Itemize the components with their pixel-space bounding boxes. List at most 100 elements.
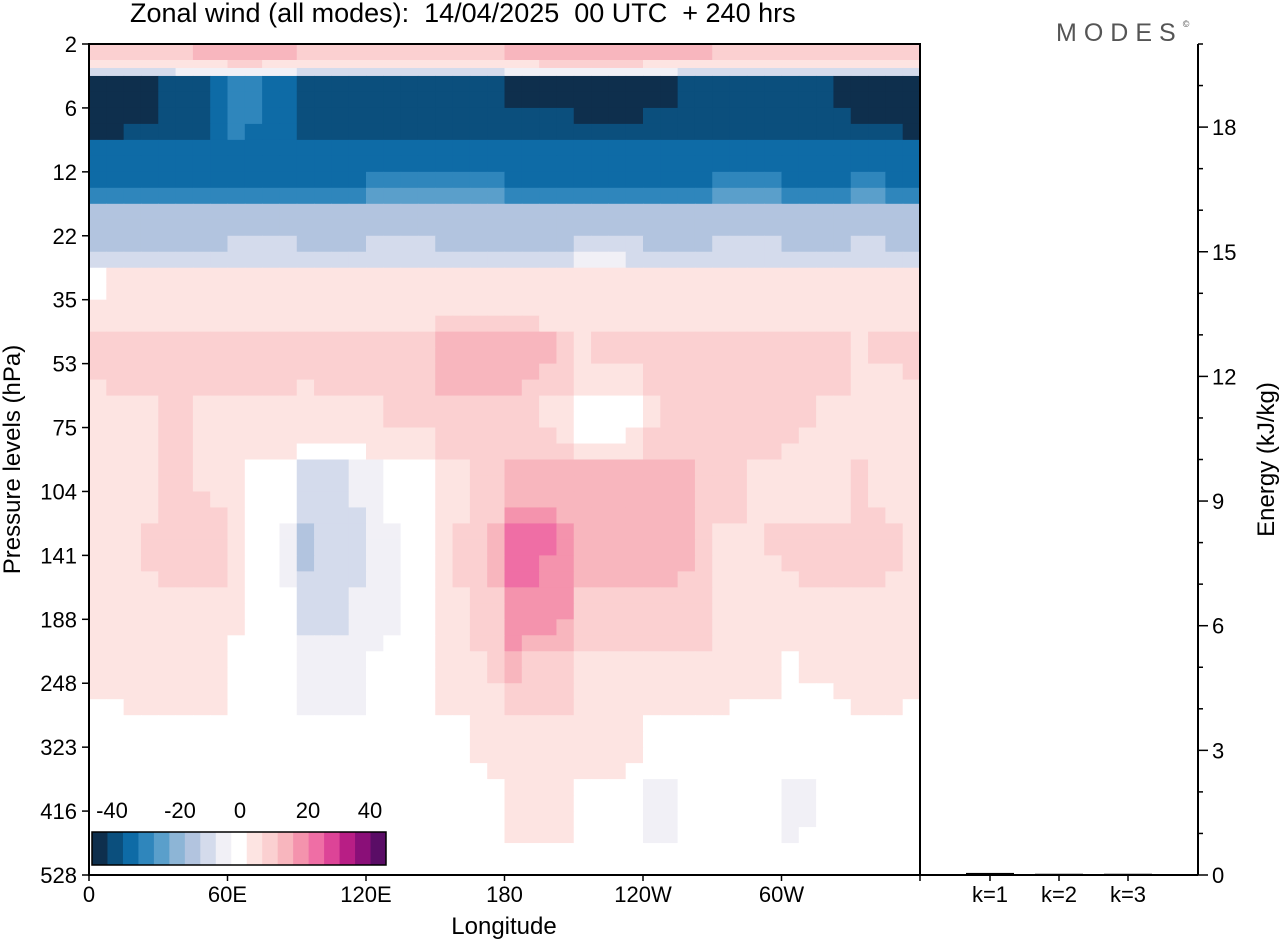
heatmap-cell [833, 731, 852, 748]
heatmap-cell [192, 203, 211, 221]
heatmap-cell [591, 91, 609, 109]
heatmap-cell [348, 747, 367, 764]
heatmap-cell [573, 379, 592, 397]
heatmap-cell [227, 219, 246, 237]
heatmap-cell [89, 283, 107, 301]
heatmap-cell [348, 51, 367, 61]
heatmap-cell [833, 795, 852, 812]
heatmap-cell [764, 667, 783, 684]
heatmap-cell [694, 411, 713, 429]
heatmap-cell [227, 155, 246, 173]
heatmap-cell [140, 283, 159, 301]
heatmap-cell [677, 555, 696, 572]
heatmap-cell [539, 443, 558, 461]
heatmap-cell [798, 651, 817, 668]
heatmap-cell [487, 507, 506, 525]
heatmap-cell [781, 44, 800, 53]
heatmap-cell [487, 427, 506, 445]
heatmap-cell [262, 59, 281, 69]
heatmap-cell [539, 491, 558, 509]
heatmap-cell [89, 731, 107, 748]
heatmap-cell [521, 75, 540, 93]
heatmap-cell [296, 475, 315, 493]
heatmap-cell [175, 867, 194, 876]
heatmap-cell [885, 67, 904, 77]
heatmap-cell [643, 427, 661, 445]
heatmap-cell [885, 363, 904, 381]
heatmap-cell [89, 67, 107, 77]
heatmap-cell [158, 683, 177, 700]
heatmap-cell [591, 667, 609, 684]
heatmap-cell [296, 507, 315, 525]
heatmap-cell [452, 715, 471, 732]
y-tick-label: 104 [40, 479, 77, 504]
heatmap-cell [279, 75, 298, 93]
heatmap-cell [712, 459, 731, 477]
heatmap-cell [764, 475, 783, 493]
heatmap-cell [452, 171, 471, 189]
heatmap-cell [573, 699, 592, 716]
heatmap-cell [729, 539, 748, 556]
heatmap-cell [643, 283, 661, 301]
heatmap-cell [798, 395, 817, 413]
heatmap-cell [816, 763, 835, 780]
heatmap-cell [175, 59, 194, 69]
heatmap-cell [452, 44, 471, 53]
heatmap-cell [833, 251, 852, 269]
heatmap-cell [608, 187, 627, 205]
heatmap-cell [643, 155, 661, 173]
heatmap-cell [833, 603, 852, 620]
heatmap-cell [591, 507, 609, 525]
heatmap-cell [885, 811, 904, 828]
heatmap-cell [746, 107, 765, 125]
heatmap-cell [175, 763, 194, 780]
heatmap-cell [816, 699, 835, 716]
heatmap-cell [539, 315, 558, 333]
heatmap-cell [643, 851, 661, 860]
heatmap-cell [764, 811, 783, 828]
heatmap-cell [729, 763, 748, 780]
heatmap-cell [798, 91, 817, 109]
heatmap-cell [158, 635, 177, 652]
heatmap-cell [383, 851, 402, 860]
heatmap-cell [539, 75, 558, 93]
heatmap-cell [469, 315, 488, 333]
heatmap-cell [539, 859, 558, 868]
heatmap-cell [452, 299, 471, 317]
heatmap-cell [366, 795, 384, 812]
heatmap-cell [885, 395, 904, 413]
heatmap-cell [712, 139, 731, 157]
heatmap-cell [660, 299, 679, 317]
heatmap-cell [140, 867, 159, 876]
heatmap-cell [729, 555, 748, 572]
heatmap-cell [781, 555, 800, 572]
heatmap-cell [885, 187, 904, 205]
heatmap-cell [504, 827, 523, 844]
heatmap-cell [89, 715, 107, 732]
heatmap-cell [591, 315, 609, 333]
heatmap-cell [868, 155, 886, 173]
heatmap-cell [781, 123, 800, 141]
heatmap-cell [314, 763, 332, 780]
heatmap-cell [833, 267, 852, 285]
heatmap-cell [123, 331, 142, 349]
heatmap-cell [902, 747, 921, 764]
colorbar-swatch [200, 832, 217, 865]
heatmap-cell [123, 155, 142, 173]
heatmap-cell [677, 427, 696, 445]
heatmap-cell [850, 667, 869, 684]
heatmap-cell [314, 683, 332, 700]
heatmap-cell [850, 715, 869, 732]
heatmap-cell [279, 731, 298, 748]
heatmap-cell [694, 587, 713, 604]
heatmap-cell [469, 219, 488, 237]
heatmap-cell [296, 763, 315, 780]
heatmap-cell [573, 651, 592, 668]
heatmap-cell [816, 571, 835, 588]
heatmap-cell [452, 283, 471, 301]
heatmap-cell [521, 491, 540, 509]
heatmap-cell [210, 91, 229, 109]
heatmap-cell [227, 571, 246, 588]
heatmap-cell [348, 571, 367, 588]
heatmap-cell [833, 107, 852, 125]
